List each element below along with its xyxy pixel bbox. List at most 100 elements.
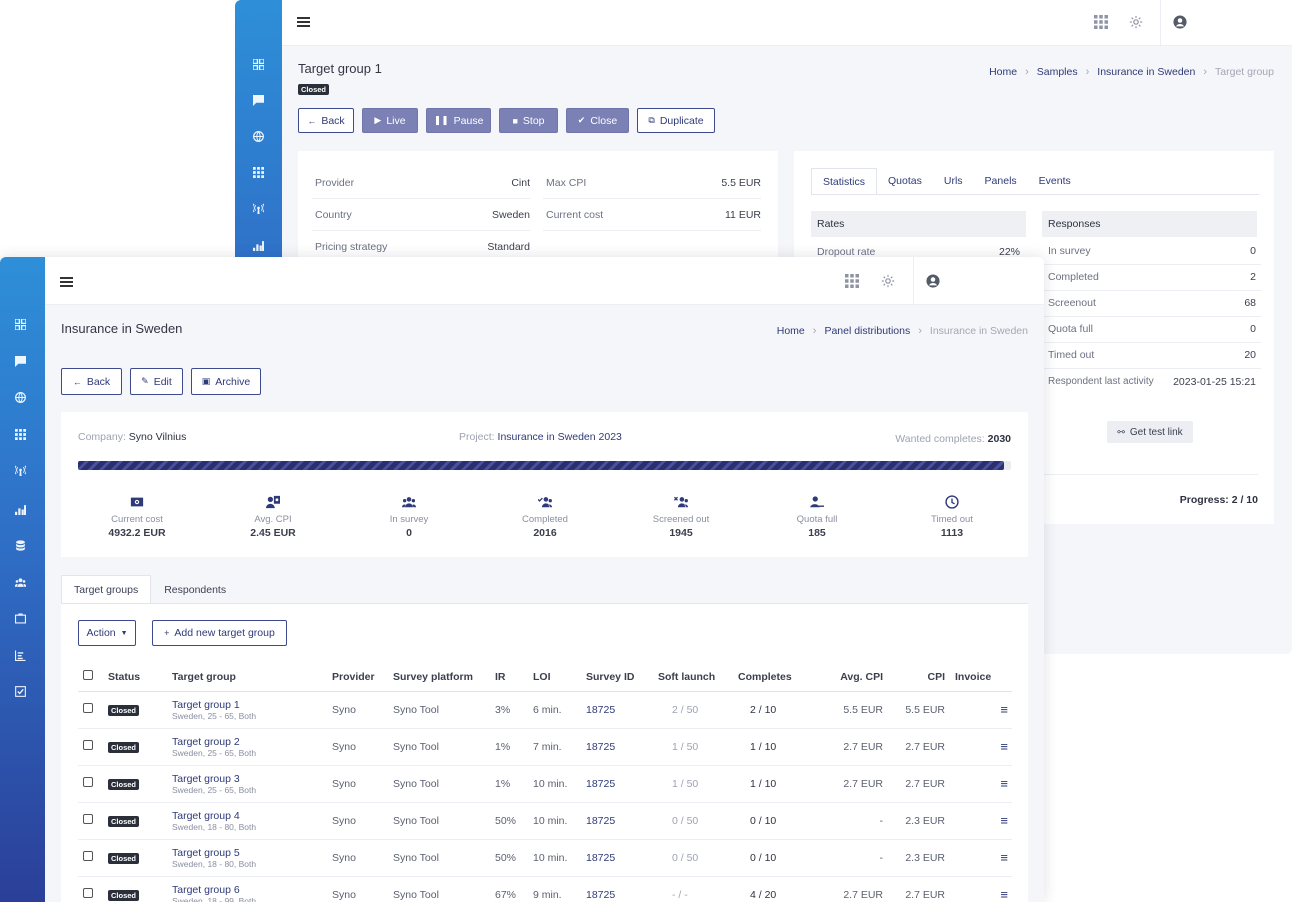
settings-icon[interactable] bbox=[1129, 15, 1143, 34]
chat-icon[interactable] bbox=[13, 354, 27, 368]
action-dropdown[interactable]: Action ▼ bbox=[78, 620, 136, 646]
col-survey-id[interactable]: Survey ID bbox=[586, 663, 658, 692]
breadcrumb-home[interactable]: Home bbox=[776, 325, 805, 337]
tab-urls[interactable]: Urls bbox=[943, 175, 963, 187]
menu-icon[interactable] bbox=[297, 17, 310, 27]
users-icon[interactable] bbox=[13, 575, 27, 589]
page-title: Target group 1 bbox=[298, 61, 382, 76]
close-button[interactable]: ✔ Close bbox=[566, 108, 629, 133]
col-ir[interactable]: IR bbox=[495, 663, 533, 692]
survey-id-link[interactable]: 18725 bbox=[586, 888, 616, 901]
col-avg-cpi[interactable]: Avg. CPI bbox=[818, 663, 883, 692]
survey-id-link[interactable]: 18725 bbox=[586, 814, 616, 827]
table-row[interactable]: Closed Target group 5 Sweden, 18 - 80, Bot… bbox=[78, 839, 1012, 877]
row-menu-icon[interactable]: ≡ bbox=[995, 876, 1012, 902]
provider-cell: Syno bbox=[332, 728, 393, 766]
broadcast-icon[interactable] bbox=[251, 201, 265, 215]
row-checkbox[interactable] bbox=[83, 703, 93, 713]
company-name: Syno Vilnius bbox=[128, 431, 187, 443]
tab-panels[interactable]: Panels bbox=[984, 175, 1017, 187]
live-button[interactable]: ▶ Live bbox=[362, 108, 418, 133]
table-row[interactable]: Closed Target group 2 Sweden, 25 - 65, Bot… bbox=[78, 728, 1012, 766]
table-row[interactable]: Closed Target group 1 Sweden, 25 - 65, Bot… bbox=[78, 691, 1012, 729]
row-menu-icon[interactable]: ≡ bbox=[995, 765, 1012, 803]
database-icon[interactable] bbox=[13, 538, 27, 552]
apps-icon[interactable] bbox=[1094, 15, 1108, 34]
checklist-icon[interactable] bbox=[13, 684, 27, 698]
col-soft-launch[interactable]: Soft launch bbox=[658, 663, 738, 692]
row-checkbox[interactable] bbox=[83, 814, 93, 824]
apps-icon[interactable] bbox=[845, 274, 859, 293]
col-invoice[interactable]: Invoice bbox=[945, 663, 995, 692]
summary-card: Company: Syno Vilnius Project: Insurance… bbox=[61, 412, 1028, 557]
breadcrumb-panel-distributions[interactable]: Panel distributions bbox=[824, 325, 911, 337]
row-checkbox[interactable] bbox=[83, 740, 93, 750]
grid-icon[interactable] bbox=[13, 427, 27, 441]
add-target-group-button[interactable]: + Add new target group bbox=[152, 620, 287, 646]
tab-events[interactable]: Events bbox=[1038, 175, 1071, 187]
col-survey-platform[interactable]: Survey platform bbox=[393, 663, 495, 692]
target-group-details: Sweden, 18 - 80, Both bbox=[172, 821, 257, 832]
target-group-link[interactable]: Target group 2 bbox=[172, 735, 240, 748]
back-button[interactable]: ← Back bbox=[298, 108, 354, 133]
user-avatar-icon[interactable] bbox=[926, 274, 940, 293]
chart-icon[interactable] bbox=[13, 502, 27, 516]
row-checkbox[interactable] bbox=[83, 888, 93, 898]
provider-cell: Syno bbox=[332, 876, 393, 902]
col-provider[interactable]: Provider bbox=[332, 663, 393, 692]
target-group-link[interactable]: Target group 3 bbox=[172, 772, 240, 785]
globe-icon[interactable] bbox=[13, 390, 27, 404]
row-menu-icon[interactable]: ≡ bbox=[995, 691, 1012, 729]
back-button[interactable]: ← Back bbox=[61, 368, 122, 395]
target-group-link[interactable]: Target group 6 bbox=[172, 883, 240, 896]
col-loi[interactable]: LOI bbox=[533, 663, 586, 692]
col-status[interactable]: Status bbox=[108, 663, 172, 692]
avg-cpi-cell: - bbox=[818, 839, 883, 877]
table-row[interactable]: Closed Target group 6 Sweden, 18 - 99, Bot… bbox=[78, 876, 1012, 902]
row-checkbox[interactable] bbox=[83, 777, 93, 787]
col-completes[interactable]: Completes bbox=[738, 663, 818, 692]
pause-button[interactable]: ❚❚ Pause bbox=[426, 108, 491, 133]
col-cpi[interactable]: CPI bbox=[883, 663, 945, 692]
tab-statistics[interactable]: Statistics bbox=[811, 168, 878, 195]
survey-id-link[interactable]: 18725 bbox=[586, 740, 616, 753]
menu-icon[interactable] bbox=[60, 277, 73, 287]
dashboard-icon[interactable] bbox=[13, 317, 27, 331]
row-checkbox[interactable] bbox=[83, 851, 93, 861]
settings-icon[interactable] bbox=[881, 274, 895, 293]
stop-button[interactable]: ■ Stop bbox=[499, 108, 558, 133]
briefcase-icon[interactable] bbox=[13, 611, 27, 625]
breadcrumb-sample[interactable]: Insurance in Sweden bbox=[1097, 66, 1196, 78]
select-all-checkbox[interactable] bbox=[83, 670, 93, 681]
grid-icon[interactable] bbox=[251, 165, 265, 179]
target-group-link[interactable]: Target group 1 bbox=[172, 698, 240, 711]
breadcrumb-samples[interactable]: Samples bbox=[1036, 66, 1078, 78]
broadcast-icon[interactable] bbox=[13, 463, 27, 477]
target-group-link[interactable]: Target group 4 bbox=[172, 809, 240, 822]
row-menu-icon[interactable]: ≡ bbox=[995, 728, 1012, 766]
table-row[interactable]: Closed Target group 3 Sweden, 25 - 65, Bot… bbox=[78, 765, 1012, 803]
breadcrumb-home[interactable]: Home bbox=[989, 66, 1018, 78]
globe-icon[interactable] bbox=[251, 129, 265, 143]
row-menu-icon[interactable]: ≡ bbox=[995, 839, 1012, 877]
edit-button[interactable]: ✎ Edit bbox=[130, 368, 183, 395]
chart-icon[interactable] bbox=[251, 238, 265, 252]
tab-target-groups[interactable]: Target groups bbox=[61, 575, 152, 604]
get-test-link-button[interactable]: ⚯ Get test link bbox=[1107, 421, 1193, 443]
chat-icon[interactable] bbox=[251, 93, 265, 107]
target-group-link[interactable]: Target group 5 bbox=[172, 846, 240, 859]
row-menu-icon[interactable]: ≡ bbox=[995, 802, 1012, 840]
table-row[interactable]: Closed Target group 4 Sweden, 18 - 80, Bot… bbox=[78, 802, 1012, 840]
tab-quotas[interactable]: Quotas bbox=[888, 175, 922, 187]
survey-id-link[interactable]: 18725 bbox=[586, 851, 616, 864]
survey-id-link[interactable]: 18725 bbox=[586, 777, 616, 790]
archive-button[interactable]: ▣ Archive bbox=[191, 368, 261, 395]
report-icon[interactable] bbox=[13, 648, 27, 662]
dashboard-icon[interactable] bbox=[251, 57, 265, 71]
survey-id-link[interactable]: 18725 bbox=[586, 703, 616, 716]
duplicate-button[interactable]: ⧉ Duplicate bbox=[637, 108, 715, 133]
project-link[interactable]: Insurance in Sweden 2023 bbox=[497, 431, 622, 443]
tab-respondents[interactable]: Respondents bbox=[164, 583, 227, 596]
user-avatar-icon[interactable] bbox=[1173, 15, 1187, 34]
col-target-group[interactable]: Target group bbox=[172, 663, 332, 692]
